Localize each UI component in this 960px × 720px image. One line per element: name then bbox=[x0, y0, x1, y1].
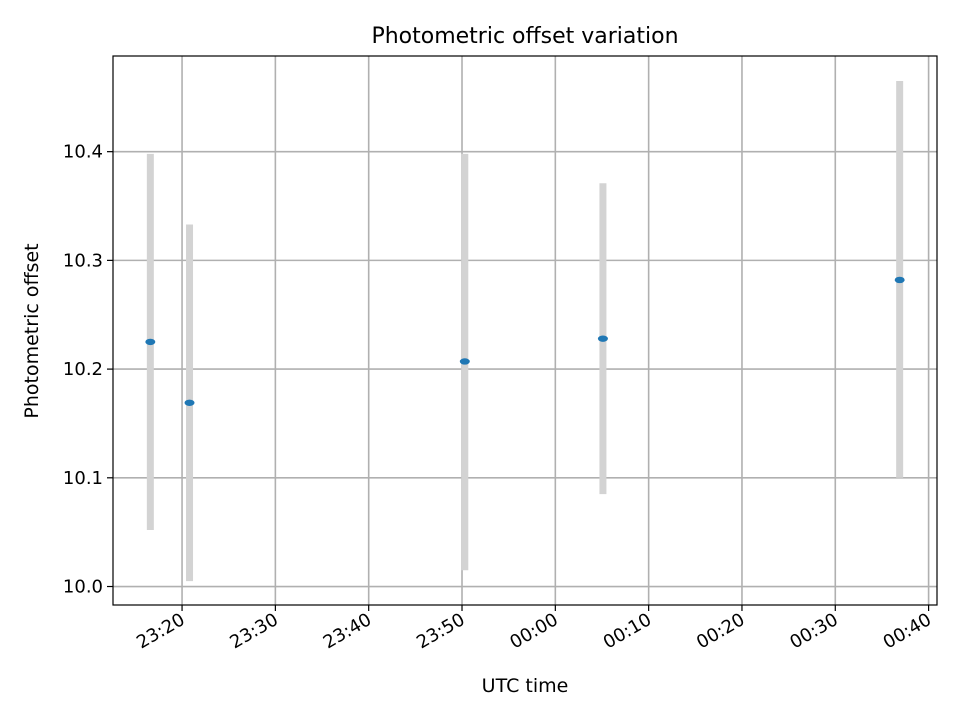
x-tick-label: 00:30 bbox=[786, 609, 841, 653]
y-tick-label: 10.1 bbox=[63, 468, 103, 489]
y-tick-label: 10.3 bbox=[63, 250, 103, 271]
y-tick-label: 10.0 bbox=[63, 577, 103, 598]
x-tick-label: 00:40 bbox=[880, 609, 935, 653]
x-axis-label: UTC time bbox=[482, 675, 569, 697]
x-tick-label: 23:50 bbox=[413, 609, 468, 653]
data-point bbox=[597, 335, 608, 342]
x-tick-label: 00:20 bbox=[693, 609, 748, 653]
x-axis-ticks: 23:20 23:30 23:40 23:50 00:00 00:10 00:20 00:30… bbox=[133, 605, 935, 653]
x-tick-label: 00:00 bbox=[506, 609, 561, 653]
grid bbox=[113, 56, 937, 605]
x-tick-label: 23:30 bbox=[226, 609, 281, 653]
x-tick-label: 23:40 bbox=[320, 609, 375, 653]
y-axis-label: Photometric offset bbox=[21, 243, 43, 418]
y-tick-label: 10.4 bbox=[63, 142, 103, 163]
error-bars bbox=[146, 81, 904, 582]
data-point bbox=[145, 338, 156, 346]
x-tick-label: 00:10 bbox=[600, 609, 655, 653]
data-point bbox=[894, 276, 905, 284]
chart-title: Photometric offset variation bbox=[371, 24, 678, 49]
y-tick-label: 10.2 bbox=[63, 359, 103, 380]
data-point bbox=[459, 358, 470, 365]
y-axis-ticks: 10.0 10.1 10.2 10.3 10.4 bbox=[63, 142, 113, 598]
plot-area-frame bbox=[112, 55, 938, 606]
data-points bbox=[145, 276, 905, 406]
data-point bbox=[184, 399, 195, 406]
x-tick-label: 23:20 bbox=[133, 609, 188, 653]
